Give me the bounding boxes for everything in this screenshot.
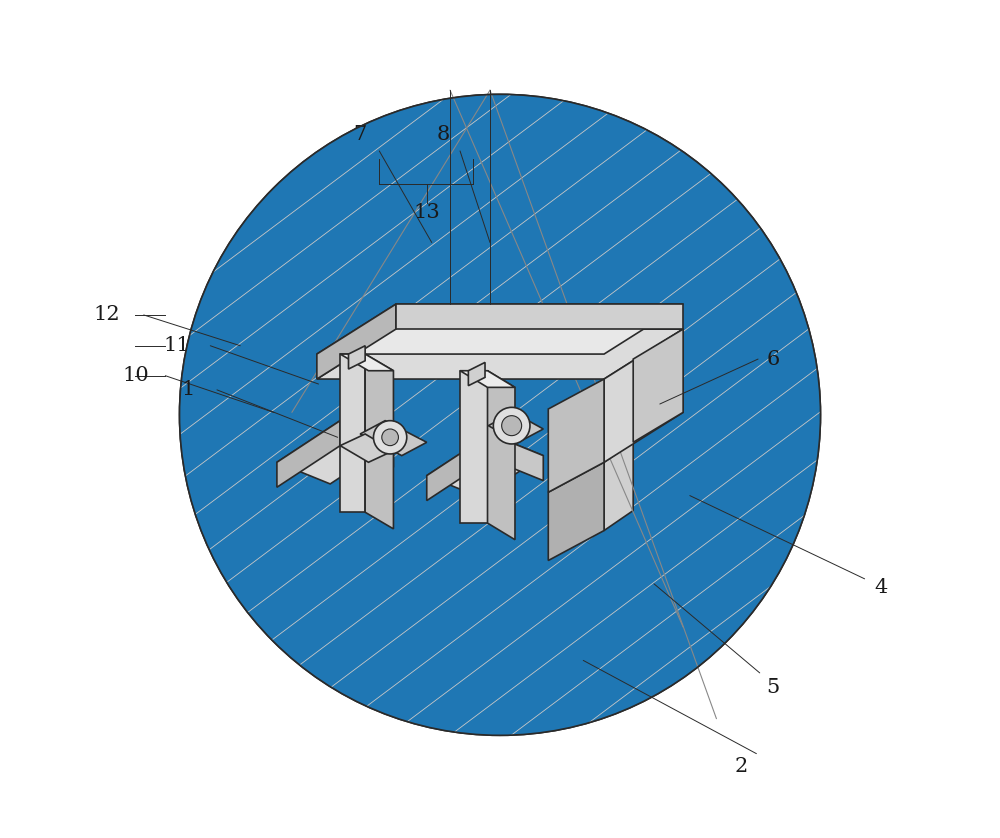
Polygon shape bbox=[365, 354, 393, 529]
Polygon shape bbox=[317, 329, 683, 379]
Polygon shape bbox=[360, 421, 427, 456]
Polygon shape bbox=[340, 434, 393, 463]
Circle shape bbox=[180, 95, 820, 735]
Polygon shape bbox=[488, 412, 543, 442]
Polygon shape bbox=[460, 370, 488, 523]
Polygon shape bbox=[548, 463, 604, 561]
Polygon shape bbox=[548, 379, 604, 492]
Polygon shape bbox=[348, 346, 365, 369]
Circle shape bbox=[373, 421, 407, 454]
Polygon shape bbox=[277, 421, 393, 484]
Polygon shape bbox=[633, 329, 683, 442]
Polygon shape bbox=[340, 354, 365, 512]
Polygon shape bbox=[460, 370, 515, 387]
Polygon shape bbox=[340, 354, 393, 370]
Text: 6: 6 bbox=[766, 349, 780, 369]
Text: 12: 12 bbox=[94, 305, 120, 324]
Polygon shape bbox=[604, 329, 683, 463]
Text: 13: 13 bbox=[413, 203, 440, 222]
Circle shape bbox=[382, 429, 398, 446]
Polygon shape bbox=[340, 421, 393, 468]
Text: 4: 4 bbox=[875, 577, 888, 597]
Polygon shape bbox=[317, 304, 683, 354]
Text: 5: 5 bbox=[766, 678, 780, 696]
Text: 11: 11 bbox=[164, 336, 190, 355]
Polygon shape bbox=[427, 434, 490, 500]
Polygon shape bbox=[490, 434, 543, 481]
Polygon shape bbox=[488, 370, 515, 540]
Polygon shape bbox=[427, 434, 543, 497]
Polygon shape bbox=[604, 442, 633, 530]
Text: 7: 7 bbox=[354, 125, 367, 144]
Circle shape bbox=[493, 407, 530, 444]
Circle shape bbox=[502, 416, 522, 436]
Polygon shape bbox=[468, 362, 485, 385]
Circle shape bbox=[180, 95, 820, 735]
Text: 10: 10 bbox=[122, 366, 149, 385]
Polygon shape bbox=[396, 304, 683, 329]
Polygon shape bbox=[277, 421, 340, 487]
Text: 1: 1 bbox=[181, 380, 195, 400]
Text: 8: 8 bbox=[437, 125, 450, 144]
Polygon shape bbox=[317, 304, 396, 379]
Text: 2: 2 bbox=[735, 758, 748, 777]
